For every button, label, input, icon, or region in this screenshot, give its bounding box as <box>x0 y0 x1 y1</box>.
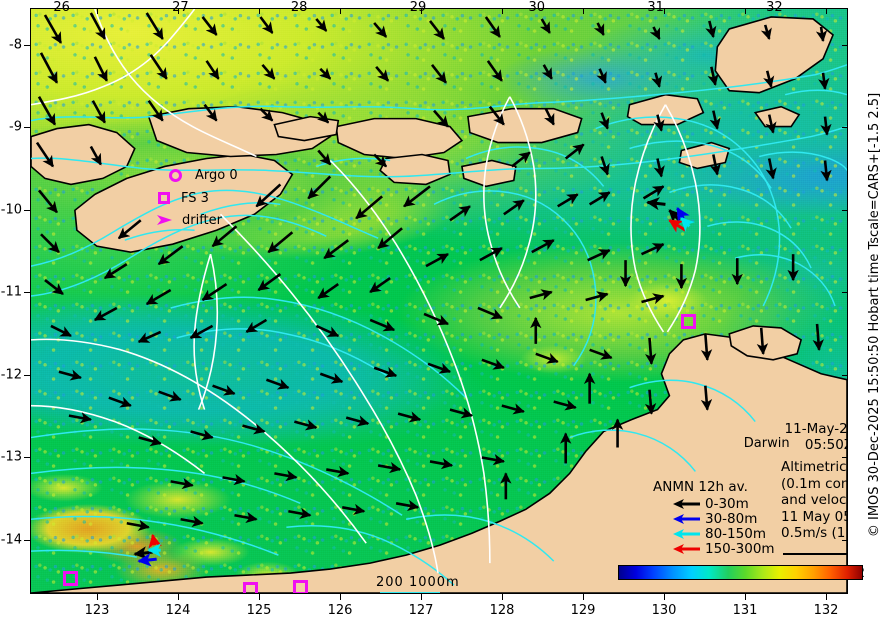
land-cobourg-peninsula <box>728 325 803 361</box>
x-tick-label-127: 127 <box>408 603 434 618</box>
depth-row-30-80: 30-80m <box>671 510 775 527</box>
map-vector-overlay <box>31 9 847 593</box>
mooring-velocity-sticks-sw <box>133 533 162 567</box>
y-tick-label-11: -11 <box>0 284 22 300</box>
x-tick-label-126: 126 <box>327 603 353 618</box>
depth-arrow-red-icon <box>673 543 700 554</box>
y-tick-label-12: -12 <box>0 367 22 383</box>
bathymetry-key: 200 1000m <box>376 575 460 593</box>
mooring-marker-shelf-b[interactable] <box>293 580 308 593</box>
map-plot-area[interactable]: Argo 0 FS 3 drifter 200 1000m Darw <box>30 8 848 594</box>
y-tick-label-8: -8 <box>9 37 22 53</box>
land-island-d <box>379 153 451 186</box>
land-babar <box>626 93 705 126</box>
darwin-place-label: Darwin <box>719 421 790 466</box>
depth-label-0-30: 0-30m <box>705 495 749 512</box>
depth-arrow-black-icon <box>673 498 700 509</box>
y-tick-label-14: -14 <box>0 532 22 548</box>
altimetry-note: Altimetric sealevel (0.1m contours) and … <box>781 459 847 566</box>
mooring-depth-legend-title: ANMN 12h av. <box>653 479 748 495</box>
altimetry-line-1: Altimetric sealevel <box>781 459 847 475</box>
altimetry-line-3: and velocity for <box>781 492 847 508</box>
credit-string: © IMOS 30-Dec-2025 15:50:50 Hobart time … <box>866 92 880 538</box>
land-australia-kimberley <box>31 333 847 593</box>
argo-legend-label: Argo 0 <box>195 167 238 183</box>
depth-arrow-cyan-icon <box>673 528 700 539</box>
mooring-marker-shelf-a[interactable] <box>243 582 258 593</box>
colorbar-tick-30: 30 <box>528 0 546 15</box>
bathymetry-key-swatch <box>380 592 440 593</box>
mooring-marker-itftis[interactable] <box>681 314 696 329</box>
x-tick-label-124: 124 <box>165 603 191 618</box>
mooring-velocity-sticks <box>646 197 696 233</box>
argo-marker-icon <box>169 168 182 182</box>
credit-text: © IMOS 30-Dec-2025 15:50:50 Hobart time … <box>852 0 880 630</box>
y-tick-label-10: -10 <box>0 202 22 218</box>
altimetry-line-5: 0.5m/s (1kt 24h) <box>781 525 847 541</box>
colorbar-tick-28: 28 <box>290 0 308 15</box>
colorbar-tick-31: 31 <box>647 0 664 15</box>
depth-label-150-300: 150-300m <box>705 540 775 557</box>
colorbar-tick-29: 29 <box>409 0 427 15</box>
depth-label-30-80: 30-80m <box>705 510 758 527</box>
depth-arrow-blue-icon <box>673 513 700 524</box>
darwin-text: Darwin <box>743 436 790 451</box>
land-leti <box>678 141 731 170</box>
land-island-f <box>461 159 517 188</box>
y-tick-label-13: -13 <box>0 449 22 465</box>
depth-label-80-150: 80-150m <box>705 525 766 542</box>
altimetry-line-4: 11 May 05Z <box>781 508 847 525</box>
mooring-marker-icon <box>158 192 170 204</box>
depth-row-80-150: 80-150m <box>671 525 775 542</box>
x-tick-label-130: 130 <box>651 603 677 618</box>
depth-row-150-300: 150-300m <box>671 540 775 557</box>
x-tick-label-131: 131 <box>732 603 758 618</box>
land-small-g <box>753 105 801 128</box>
depth-row-0-30: 0-30m <box>671 495 775 512</box>
datetime-time: 05:50Z <box>804 437 847 453</box>
land-island-c <box>335 117 464 160</box>
mooring-legend-label: FS 3 <box>181 190 209 206</box>
platform-legend: Argo 0 FS 3 drifter <box>157 166 299 229</box>
colorbar-tick-32: 32 <box>766 0 783 15</box>
land-sumba-west <box>31 123 136 186</box>
x-tick-label-132: 132 <box>813 603 839 618</box>
altimetry-line-2: (0.1m contours) <box>781 475 847 492</box>
x-tick-label-123: 123 <box>84 603 110 618</box>
velocity-scale-arrow-icon <box>783 552 847 555</box>
datetime-date: 11-May-2024 <box>784 421 848 437</box>
land-wetar <box>467 107 583 144</box>
colorbar-gradient <box>618 565 863 580</box>
x-tick-label-129: 129 <box>570 603 596 618</box>
drifter-marker-icon <box>157 215 172 225</box>
x-tick-label-128: 128 <box>489 603 515 618</box>
velocity-vectors <box>35 12 832 531</box>
x-tick-label-125: 125 <box>246 603 272 618</box>
bathymetry-key-label: 200 1000m <box>376 575 460 590</box>
colorbar-tick-labels: 26 27 28 29 30 31 32 <box>0 0 782 16</box>
map-datetime: 11-May-2024 05:50Z <box>767 421 848 453</box>
mooring-marker-shelf-c[interactable] <box>63 571 78 586</box>
y-tick-label-9: -9 <box>9 119 22 135</box>
drifter-legend-label: drifter <box>182 212 222 228</box>
mooring-depth-legend: ANMN 12h av. 0-30m 30-80m 80-150m <box>653 479 775 557</box>
colorbar-tick-26: 26 <box>53 0 70 15</box>
colorbar-tick-27: 27 <box>172 0 189 15</box>
